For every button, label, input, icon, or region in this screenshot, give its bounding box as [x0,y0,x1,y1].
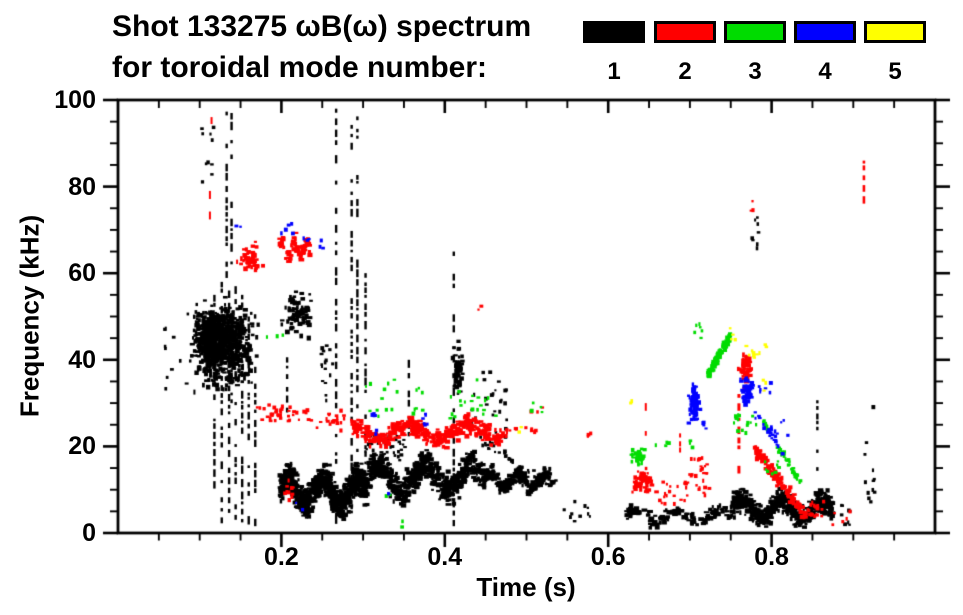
y-tick-label-0: 0 [82,519,96,547]
legend-swatch-2 [654,21,716,43]
x-tick-label-0.2: 0.2 [264,543,299,571]
x-axis-label: Time (s) [476,572,576,602]
title-line-2: for toroidal mode number: [112,51,487,84]
y-tick-label-40: 40 [68,345,96,374]
legend-swatch-1 [583,21,645,43]
legend-swatch-4 [794,21,856,43]
x-tick-label-0.4: 0.4 [427,543,463,571]
y-tick-label-60: 60 [68,259,96,288]
y-axis-label: Frequency (kHz) [14,214,45,418]
legend-label-3: 3 [748,58,762,85]
y-tick-label-100: 100 [54,86,96,114]
legend-label-2: 2 [678,58,692,85]
y-tick-label-20: 20 [68,432,96,461]
x-tick-label-0.6: 0.6 [590,543,626,571]
y-tick-label-80: 80 [68,172,96,201]
legend-swatch-5 [864,21,926,43]
legend-label-1: 1 [607,58,621,85]
figure-title: Shot 133275 ωB(ω) spectrum for toroidal … [112,6,531,88]
title-line-1: Shot 133275 ωB(ω) spectrum [112,10,532,43]
x-tick-label-0.8: 0.8 [754,543,789,571]
legend-label-4: 4 [818,58,832,85]
legend-swatch-3 [724,21,786,43]
legend-label-5: 5 [888,58,902,85]
